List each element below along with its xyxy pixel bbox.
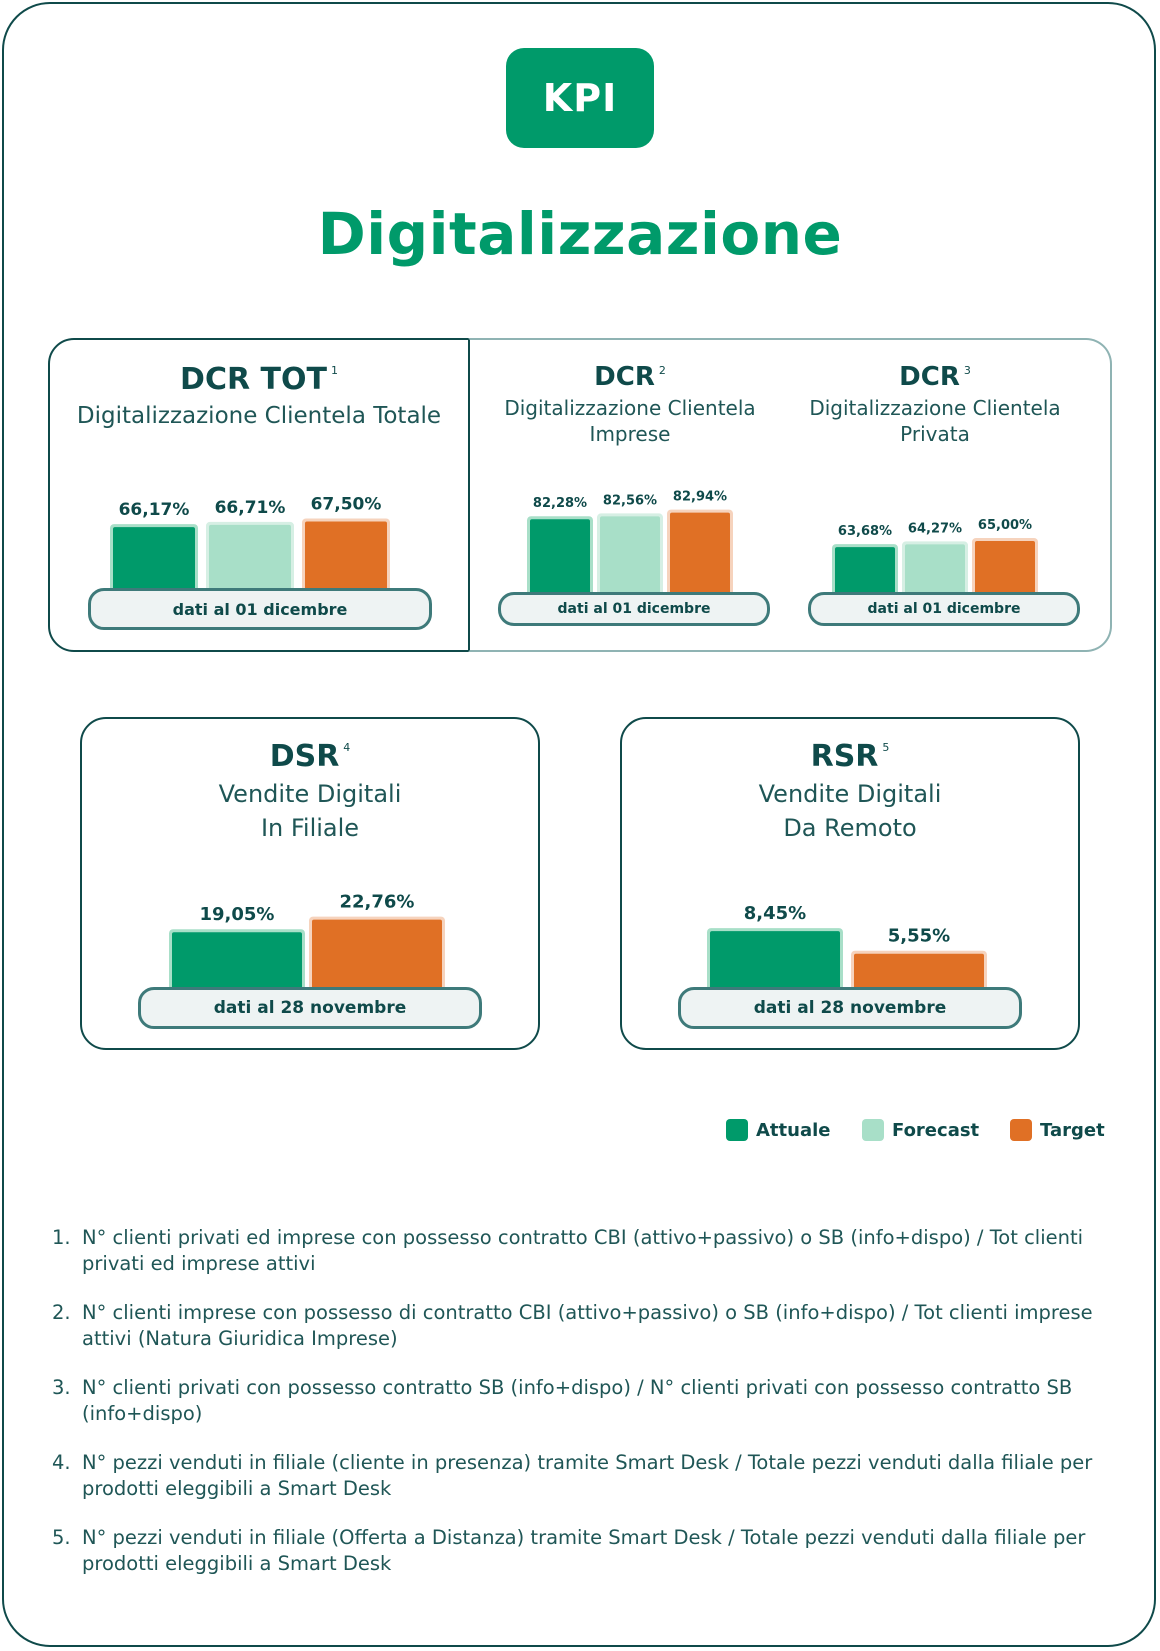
footnote-item: 5. N° pezzi venduti in filiale (Offerta a… [52, 1526, 1086, 1575]
dcr-tot-subtitle: Digitalizzazione Clientela Totale [76, 403, 442, 429]
bar-value-label: 65,00% [978, 518, 1032, 533]
dcr-group-card: DCR 2 Digitalizzazione Clientela Imprese … [468, 338, 1112, 652]
legend-label-target: Target [1040, 1119, 1105, 1141]
footnote-item: 4. N° pezzi venduti in filiale (cliente i… [52, 1451, 1093, 1500]
kpi-badge: KPI [506, 48, 654, 148]
legend-swatch-forecast [862, 1119, 884, 1141]
bar-value-label: 66,71% [215, 498, 286, 518]
rsr-card: RSR 5 Vendite Digitali Da Remoto 8,45% 5,5… [620, 717, 1080, 1050]
dcr-privata-date-pill: dati al 01 dicembre [808, 592, 1080, 626]
legend-label-forecast: Forecast [892, 1119, 980, 1141]
bar-forecast [600, 516, 660, 602]
bar-attuale [710, 931, 840, 997]
rsr-title: RSR 5 [810, 739, 890, 774]
bar-value-label: 22,76% [340, 892, 415, 913]
footnotes: 1. N° clienti privati ed imprese con poss… [52, 1225, 1102, 1600]
dcr-imprese-date-pill: dati al 01 dicembre [498, 592, 770, 626]
bar-value-label: 82,28% [533, 496, 587, 511]
bar-value-label: 66,17% [119, 500, 190, 520]
legend-item-forecast: Forecast [862, 1119, 979, 1141]
bar-attuale [172, 932, 302, 997]
dcr-privata-title: DCR 3 [899, 362, 971, 392]
bar-value-label: 67,50% [311, 495, 382, 515]
dcr-imprese-title: DCR 2 [594, 362, 666, 392]
rsr-chart: 8,45% 5,55% [707, 903, 987, 997]
dcr-privata-subtitle: Digitalizzazione Clientela Privata [809, 396, 1061, 446]
bar-target [975, 541, 1035, 602]
dcr-privata-panel: DCR 3 Digitalizzazione Clientela Privata … [780, 340, 1090, 650]
bar-target [854, 953, 984, 997]
dcr-privata-chart: 63,68% 64,27% 65,00% [832, 518, 1038, 602]
footnote-item: 1. N° clienti privati ed imprese con poss… [52, 1226, 1084, 1275]
legend-item-attuale: Attuale [726, 1119, 830, 1141]
bar-value-label: 5,55% [888, 926, 950, 947]
bar-attuale [530, 519, 590, 602]
dsr-date-pill: dati al 28 novembre [138, 987, 482, 1029]
legend-swatch-attuale [726, 1119, 748, 1141]
legend-item-target: Target [1010, 1119, 1105, 1141]
bar-value-label: 82,94% [673, 490, 727, 505]
dcr-tot-title: DCR TOT 1 [180, 362, 338, 397]
dsr-title: DSR 4 [269, 739, 351, 774]
bar-target [670, 512, 730, 602]
rsr-subtitle: Vendite Digitali Da Remoto [758, 780, 942, 842]
dcr-imprese-subtitle: Digitalizzazione Clientela Imprese [504, 396, 756, 446]
rsr-date-pill: dati al 28 novembre [678, 987, 1022, 1029]
bar-value-label: 8,45% [744, 903, 806, 924]
page-title: Digitalizzazione [317, 200, 843, 268]
dcr-tot-date-pill: dati al 01 dicembre [88, 588, 432, 630]
bar-attuale [835, 547, 895, 602]
dsr-subtitle: Vendite Digitali In Filiale [218, 780, 402, 842]
dcr-imprese-chart: 82,28% 82,56% 82,94% [527, 490, 733, 602]
legend-label-attuale: Attuale [756, 1119, 831, 1141]
bar-value-label: 19,05% [200, 904, 275, 925]
bar-value-label: 82,56% [603, 493, 657, 508]
dcr-imprese-panel: DCR 2 Digitalizzazione Clientela Imprese … [470, 340, 790, 650]
dsr-card: DSR 4 Vendite Digitali In Filiale 19,05% 2… [80, 717, 540, 1050]
bar-target [312, 919, 442, 997]
legend-swatch-target [1010, 1119, 1032, 1141]
bar-forecast [905, 544, 965, 602]
footnote-item: 3. N° clienti privati con possesso contra… [52, 1376, 1073, 1425]
bar-value-label: 64,27% [908, 521, 962, 536]
dcr-tot-card: DCR TOT 1 Digitalizzazione Clientela Tota… [48, 338, 470, 652]
dsr-chart: 19,05% 22,76% [169, 892, 445, 997]
footnote-item: 2. N° clienti imprese con possesso di con… [52, 1301, 1093, 1350]
bar-value-label: 63,68% [838, 524, 892, 539]
